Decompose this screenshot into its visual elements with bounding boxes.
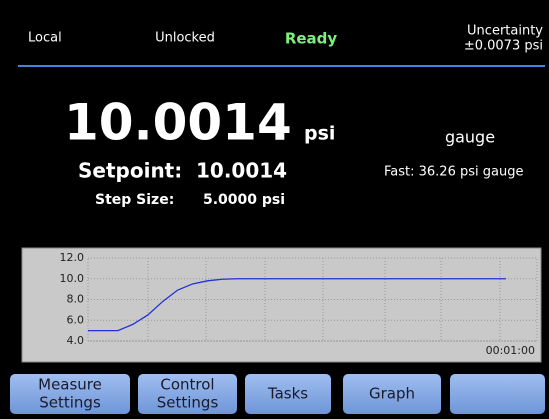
uncertainty-label: Uncertainty [467,24,543,39]
setpoint-label: Setpoint: [78,159,182,183]
y-tick-label: 10.0 [60,272,85,285]
reading-value: 10.0014 [64,94,292,152]
step-label: Step Size: [95,192,174,208]
reading-mode: gauge [445,128,495,147]
uncertainty-value: ±0.0073 psi [464,39,543,54]
y-tick-label: 12.0 [60,251,85,264]
y-tick-label: 8.0 [67,293,85,306]
button[interactable] [245,374,331,414]
button[interactable] [138,374,237,414]
setpoint-value: 10.0014 [196,159,287,183]
pressure-line [88,278,506,332]
button-label: Measure [38,376,102,394]
lock-status: Unlocked [155,31,215,46]
mode: Local [28,31,62,46]
time-grid [147,258,501,341]
time-label: 00:01:00 [486,344,535,357]
button[interactable] [450,374,545,414]
y-tick-label: 4.0 [67,334,85,347]
button-label: Tasks [267,385,308,403]
graph-panel [21,247,542,363]
button-label: Control [160,376,214,394]
button[interactable] [10,374,130,414]
plot-area [87,257,538,342]
reading-unit: psi [304,123,335,145]
button-label: Settings [39,394,101,412]
button-label: Settings [157,394,219,412]
button-label: Graph [369,385,415,403]
y-tick-label: 6.0 [67,313,85,326]
button[interactable] [343,374,441,414]
step-value: 5.0000 psi [203,192,285,208]
state: Ready [285,30,338,48]
fast-reading: Fast: 36.26 psi gauge [384,165,523,180]
